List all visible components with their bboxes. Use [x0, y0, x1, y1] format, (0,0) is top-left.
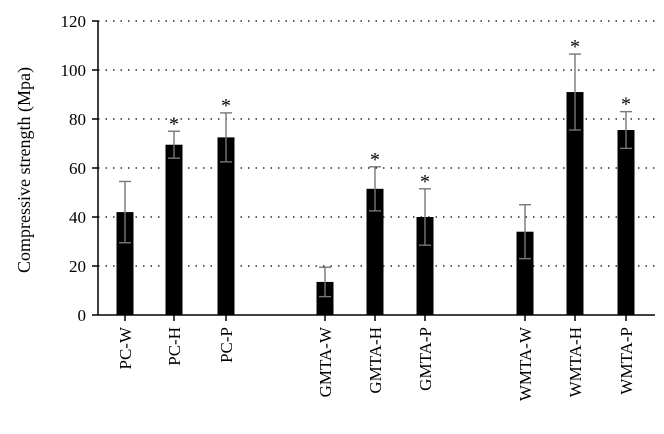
y-tick-label-20: 20 — [69, 257, 86, 276]
significance-star-gmta-h: * — [370, 149, 380, 171]
significance-star-pc-h: * — [169, 113, 179, 135]
x-label-gmta-p: GMTA-P — [416, 327, 435, 391]
error-bar-wmta-p — [620, 110, 632, 150]
significance-star-gmta-p: * — [420, 171, 430, 193]
y-axis-ticks: 0 20 40 60 80 100 120 — [61, 12, 98, 325]
x-label-gmta-w: GMTA-W — [316, 326, 335, 397]
bar-wmta-h — [566, 92, 584, 315]
bars — [116, 92, 635, 315]
bar-pc-p — [217, 137, 235, 315]
error-bar-pc-h — [168, 130, 180, 159]
bar-gmta-h — [366, 188, 384, 315]
bar-wmta-w — [516, 231, 534, 315]
x-label-wmta-w: WMTA-W — [516, 326, 535, 401]
x-label-wmta-h: WMTA-H — [566, 327, 585, 397]
x-label-wmta-p: WMTA-P — [617, 327, 636, 395]
error-bar-gmta-w — [319, 266, 331, 298]
x-label-pc-p: PC-P — [217, 327, 236, 363]
error-bar-pc-w — [119, 180, 131, 244]
x-label-pc-w: PC-W — [116, 326, 135, 369]
bar-wmta-p — [617, 130, 635, 315]
x-axis-labels: PC-W PC-H PC-P GMTA-W GMTA-H GMTA-P WMTA-W WMTA… — [116, 315, 636, 401]
error-bar-wmta-w — [519, 204, 531, 260]
bar-gmta-w — [316, 281, 334, 315]
y-axis-label: Compressive strength (Mpa) — [14, 67, 35, 273]
error-bar-wmta-h — [569, 53, 581, 131]
significance-star-wmta-p: * — [621, 94, 631, 116]
y-tick-label-100: 100 — [61, 61, 87, 80]
error-bar-gmta-h — [369, 166, 381, 212]
y-tick-label-0: 0 — [78, 306, 87, 325]
bar-pc-h — [165, 144, 183, 315]
bar-gmta-p — [416, 217, 434, 315]
x-label-pc-h: PC-H — [165, 327, 184, 366]
y-tick-label-80: 80 — [69, 110, 86, 129]
error-bar-pc-p — [220, 112, 232, 163]
y-tick-label-120: 120 — [61, 12, 87, 31]
significance-markers: * * * * * * — [169, 36, 631, 193]
y-tick-label-40: 40 — [69, 208, 86, 227]
bar-pc-w — [116, 212, 134, 315]
significance-star-wmta-h: * — [570, 36, 580, 58]
error-bars — [119, 53, 632, 298]
error-bar-gmta-p — [419, 188, 431, 246]
significance-star-pc-p: * — [221, 95, 231, 117]
y-tick-label-60: 60 — [69, 159, 86, 178]
x-label-gmta-h: GMTA-H — [366, 327, 385, 394]
